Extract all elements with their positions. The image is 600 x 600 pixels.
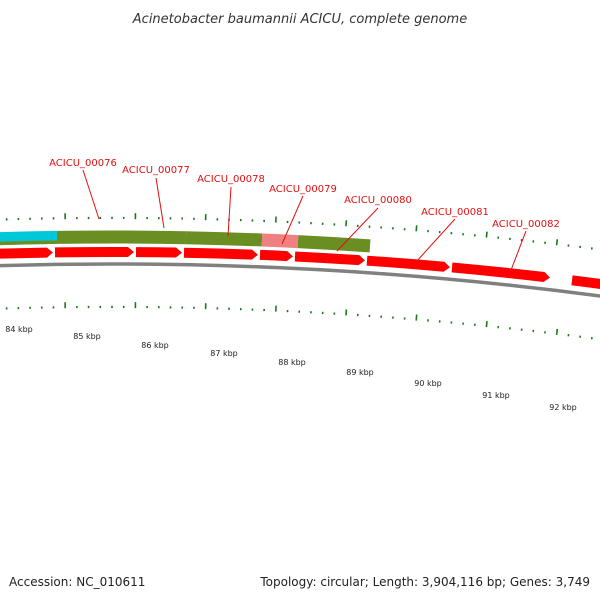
- gene-feature: [137, 230, 187, 245]
- scale-tick: [555, 328, 559, 335]
- gene-arrow-layer: [0, 247, 600, 289]
- callout-line: [227, 186, 232, 237]
- callout-line: [507, 230, 527, 279]
- callout-line: [336, 207, 379, 252]
- scale-tick: [485, 231, 488, 238]
- gene-arrow: [135, 247, 182, 258]
- gene-label: ACICU_00078: [197, 174, 265, 185]
- kbp-label: 85 kbp: [73, 332, 101, 341]
- gene-arrow: [183, 247, 258, 260]
- callout-line: [82, 169, 100, 220]
- gene-label: ACICU_00082: [492, 219, 560, 230]
- scale-tick: [485, 320, 488, 328]
- callout-line: [155, 177, 165, 229]
- tick-layer: [5, 213, 593, 340]
- kbp-label: 92 kbp: [549, 403, 577, 412]
- gene-arrow: [294, 251, 365, 266]
- gene-label: ACICU_00076: [49, 158, 117, 169]
- callout-line: [281, 195, 304, 245]
- backbone-layer: [0, 262, 600, 298]
- gene-arrow: [54, 247, 134, 258]
- gene-label: ACICU_00077: [122, 165, 190, 176]
- scale-tick: [555, 239, 559, 246]
- gene-label: ACICU_00080: [344, 195, 412, 206]
- gene-arrow: [571, 275, 600, 289]
- gene-arrow: [0, 247, 53, 259]
- kbp-label: 91 kbp: [482, 391, 510, 400]
- kbp-label: 88 kbp: [278, 358, 306, 367]
- gene-arrow: [451, 262, 550, 282]
- kbp-label: 86 kbp: [141, 341, 169, 350]
- callout-line: [415, 218, 456, 263]
- gene-label: ACICU_00081: [421, 207, 489, 218]
- kbp-label: 89 kbp: [346, 368, 374, 377]
- feature-layer: [0, 230, 371, 253]
- accession-text: Accession: NC_010611: [9, 575, 145, 589]
- gene-arrow: [366, 255, 450, 272]
- gene-feature: [261, 233, 299, 249]
- kbp-label: 87 kbp: [210, 349, 238, 358]
- gene-feature: [297, 235, 371, 253]
- genome-backbone: [0, 262, 600, 298]
- kbp-label: 84 kbp: [5, 325, 33, 334]
- kbp-label-layer: 84 kbp 85 kbp 86 kbp 87 kbp 88 kbp 89 kbp 90 k…: [5, 325, 577, 412]
- gene-feature: [56, 230, 139, 244]
- callout-layer: ACICU_00076 ACICU_00077 ACICU_00078 ACICU_0…: [49, 158, 560, 279]
- summary-text: Topology: circular; Length: 3,904,116 bp…: [259, 575, 590, 589]
- gene-feature: [0, 240, 58, 246]
- gene-feature: [185, 231, 263, 247]
- map-title: Acinetobacter baumannii ACICU, complete …: [132, 12, 467, 27]
- kbp-label: 90 kbp: [414, 379, 442, 388]
- gene-label: ACICU_00079: [269, 184, 337, 195]
- gene-arrow: [259, 249, 293, 262]
